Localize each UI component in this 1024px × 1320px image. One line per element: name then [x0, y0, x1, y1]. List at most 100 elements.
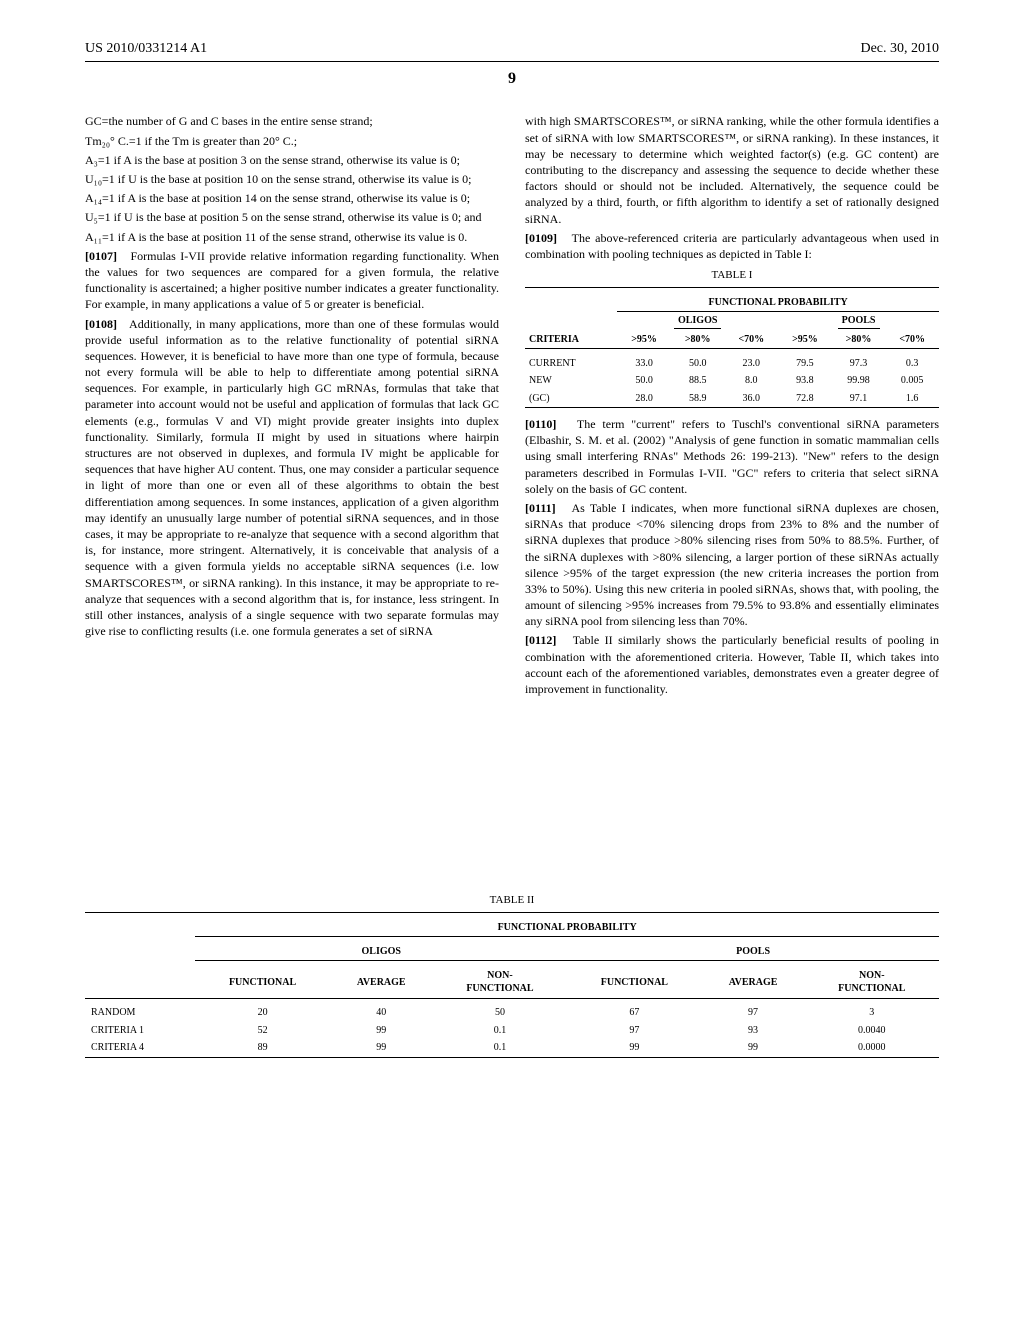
- para-num-0111: [0111]: [525, 501, 556, 515]
- cell: 20: [195, 1004, 329, 1022]
- var-def-tm: Tm₂₀° C.=1 if the Tm is greater than 20°…: [85, 133, 499, 149]
- cell: 58.9: [671, 390, 725, 408]
- para-num-0112: [0112]: [525, 633, 556, 647]
- var-def-a3: A₃=1 if A is the base at position 3 on t…: [85, 152, 499, 168]
- table-2-group-pools: POOLS: [567, 943, 939, 961]
- cell: 8.0: [725, 372, 779, 390]
- paragraph-0110: [0110] The term "current" refers to Tusc…: [525, 416, 939, 497]
- cell: 0.005: [885, 372, 939, 390]
- cell: 50.0: [671, 355, 725, 373]
- cell: 0.0000: [805, 1039, 939, 1057]
- row-label: CURRENT: [525, 355, 617, 373]
- cell: 3: [805, 1004, 939, 1022]
- table-2-caption: TABLE II: [85, 893, 939, 908]
- row-label: CRITERIA 1: [85, 1022, 195, 1040]
- var-def-u10: U₁₀=1 if U is the base at position 10 on…: [85, 171, 499, 187]
- publication-date: Dec. 30, 2010: [860, 40, 939, 59]
- cell: 79.5: [778, 355, 832, 373]
- table-1-group-pools: POOLS: [838, 314, 880, 329]
- table-2: TABLE II FUNCTIONAL PROBABILITY OLIGOS P…: [85, 893, 939, 1057]
- paragraph-0108: [0108] Additionally, in many application…: [85, 316, 499, 640]
- para-num-0110: [0110]: [525, 417, 556, 431]
- table-2-col-1: FUNCTIONAL: [195, 967, 329, 999]
- cell: 99.98: [832, 372, 886, 390]
- paragraph-0109: [0109] The above-referenced criteria are…: [525, 230, 939, 262]
- table-2-col-6: NON- FUNCTIONAL: [805, 967, 939, 999]
- table-1-group-oligos: OLIGOS: [674, 314, 721, 329]
- table-row: CRITERIA 1 52 99 0.1 97 93 0.0040: [85, 1022, 939, 1040]
- row-label: CRITERIA 4: [85, 1039, 195, 1057]
- table-row: NEW 50.0 88.5 8.0 93.8 99.98 0.005: [525, 372, 939, 390]
- page-number: 9: [85, 68, 939, 90]
- cell: 50: [433, 1004, 567, 1022]
- cell: 0.1: [433, 1022, 567, 1040]
- para-text-0108: Additionally, in many applications, more…: [85, 317, 499, 639]
- table-row: RANDOM 20 40 50 67 97 3: [85, 1004, 939, 1022]
- cell: 50.0: [617, 372, 671, 390]
- cell: 93: [702, 1022, 805, 1040]
- table-2-grid: FUNCTIONAL PROBABILITY OLIGOS POOLS FUNC…: [85, 912, 939, 1058]
- row-label: (GC): [525, 390, 617, 408]
- row-label: NEW: [525, 372, 617, 390]
- var-def-u5: U₅=1 if U is the base at position 5 on t…: [85, 209, 499, 225]
- para-text-0109: The above-referenced criteria are partic…: [525, 231, 939, 261]
- cell: 97.1: [832, 390, 886, 408]
- paragraph-0107: [0107] Formulas I-VII provide relative i…: [85, 248, 499, 313]
- cell: 99: [330, 1022, 433, 1040]
- cell: 23.0: [725, 355, 779, 373]
- var-def-gc: GC=the number of G and C bases in the en…: [85, 113, 499, 129]
- table-1-col-4: >95%: [778, 331, 832, 349]
- var-def-a11: A₁₁=1 if A is the base at position 11 of…: [85, 229, 499, 245]
- cell: 1.6: [885, 390, 939, 408]
- para-text-0111: As Table I indicates, when more function…: [525, 501, 939, 628]
- table-1-grid: FUNCTIONAL PROBABILITY OLIGOS POOLS CRIT…: [525, 287, 939, 408]
- paragraph-0112: [0112] Table II similarly shows the part…: [525, 632, 939, 697]
- table-row: (GC) 28.0 58.9 36.0 72.8 97.1 1.6: [525, 390, 939, 408]
- table-2-superheader: FUNCTIONAL PROBABILITY: [195, 919, 939, 937]
- var-def-a14: A₁₄=1 if A is the base at position 14 on…: [85, 190, 499, 206]
- table-1-col-6: <70%: [885, 331, 939, 349]
- page-header: US 2010/0331214 A1 Dec. 30, 2010: [85, 40, 939, 62]
- table-1-col-1: >95%: [617, 331, 671, 349]
- cell: 0.3: [885, 355, 939, 373]
- row-label: RANDOM: [85, 1004, 195, 1022]
- publication-number: US 2010/0331214 A1: [85, 40, 207, 59]
- table-2-col-5: AVERAGE: [702, 967, 805, 999]
- table-1-col-5: >80%: [832, 331, 886, 349]
- cell: 40: [330, 1004, 433, 1022]
- cell: 99: [702, 1039, 805, 1057]
- cell: 97: [567, 1022, 701, 1040]
- cell: 99: [330, 1039, 433, 1057]
- table-1-superheader: FUNCTIONAL PROBABILITY: [617, 294, 939, 312]
- cell: 0.1: [433, 1039, 567, 1057]
- table-1-col-2: >80%: [671, 331, 725, 349]
- cell: 97: [702, 1004, 805, 1022]
- para-text-0110: The term "current" refers to Tuschl's co…: [525, 417, 939, 496]
- table-2-col-4: FUNCTIONAL: [567, 967, 701, 999]
- table-1-criteria-label: CRITERIA: [525, 331, 617, 349]
- para-num-0109: [0109]: [525, 231, 557, 245]
- para-continuation: with high SMARTSCORES™, or siRNA ranking…: [525, 113, 939, 226]
- cell: 99: [567, 1039, 701, 1057]
- cell: 97.3: [832, 355, 886, 373]
- table-2-col-3: NON- FUNCTIONAL: [433, 967, 567, 999]
- table-row: CURRENT 33.0 50.0 23.0 79.5 97.3 0.3: [525, 355, 939, 373]
- cell: 52: [195, 1022, 329, 1040]
- para-num-0107: [0107]: [85, 249, 117, 263]
- cell: 67: [567, 1004, 701, 1022]
- cell: 89: [195, 1039, 329, 1057]
- cell: 36.0: [725, 390, 779, 408]
- paragraph-0111: [0111] As Table I indicates, when more f…: [525, 500, 939, 630]
- table-1: TABLE I FUNCTIONAL PROBABILITY OLIGOS PO…: [525, 268, 939, 408]
- cell: 72.8: [778, 390, 832, 408]
- cell: 0.0040: [805, 1022, 939, 1040]
- table-1-caption: TABLE I: [525, 268, 939, 283]
- cell: 88.5: [671, 372, 725, 390]
- table-1-col-3: <70%: [725, 331, 779, 349]
- para-num-0108: [0108]: [85, 317, 117, 331]
- cell: 28.0: [617, 390, 671, 408]
- table-2-group-oligos: OLIGOS: [195, 943, 567, 961]
- cell: 33.0: [617, 355, 671, 373]
- table-row: CRITERIA 4 89 99 0.1 99 99 0.0000: [85, 1039, 939, 1057]
- table-2-col-2: AVERAGE: [330, 967, 433, 999]
